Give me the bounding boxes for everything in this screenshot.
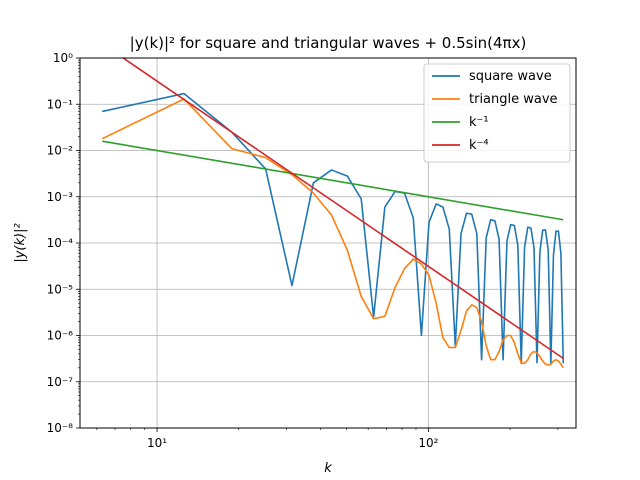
y-tick-label: 10⁻⁵ xyxy=(47,282,74,296)
series-line-0 xyxy=(102,92,565,365)
legend-label: k⁻¹ xyxy=(469,115,489,130)
y-tick-label: 10⁻³ xyxy=(47,190,74,204)
series-line-1 xyxy=(101,98,564,369)
series-lines xyxy=(101,58,565,369)
y-tick-label: 10⁻² xyxy=(47,144,74,158)
y-tick-label: 10⁻¹ xyxy=(47,97,74,111)
axis-ticks: 10¹ 10² 10⁻⁸ 10⁻⁷ 10⁻⁶ 10⁻⁵ 10⁻⁴ 10⁻³ 10⁻² 10⁻¹ 10… xyxy=(47,51,559,450)
legend-label: square wave xyxy=(469,69,552,84)
legend: square wave triangle wave k⁻¹ k⁻⁴ xyxy=(423,63,571,163)
legend-label: triangle wave xyxy=(469,92,558,107)
y-tick-label: 10⁻⁷ xyxy=(47,375,74,389)
series-line-3 xyxy=(122,58,564,360)
legend-label: k⁻⁴ xyxy=(469,138,489,153)
x-tick-label: 10¹ xyxy=(147,436,167,450)
y-tick-label: 10⁻⁸ xyxy=(47,421,74,435)
legend-box xyxy=(423,63,571,163)
y-tick-label: 10⁻⁴ xyxy=(47,236,74,250)
y-tick-label: 10⁰ xyxy=(53,51,73,65)
plot-frame xyxy=(79,57,577,429)
y-tick-label: 10⁻⁶ xyxy=(47,329,74,343)
series-line-2 xyxy=(102,140,564,221)
chart-title: |y(k)|² for square and triangular waves … xyxy=(130,34,527,52)
y-axis-label: |y(k)|² xyxy=(13,223,28,262)
x-axis-label: k xyxy=(324,461,332,476)
x-tick-label: 10² xyxy=(418,436,438,450)
